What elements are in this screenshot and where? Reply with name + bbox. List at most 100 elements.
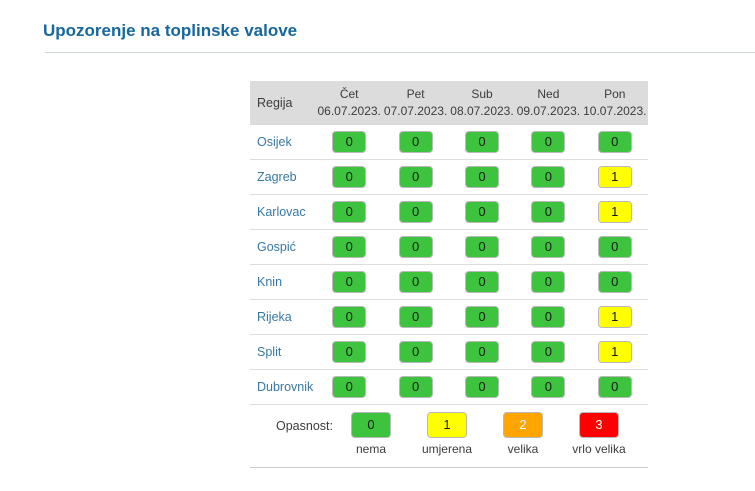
day-date: 07.07.2023.	[383, 104, 448, 118]
warning-level-cell: 0	[515, 236, 581, 258]
warning-level-badge: 0	[398, 236, 433, 258]
warning-level-cell: 0	[316, 271, 382, 293]
warning-level-cell: 0	[449, 271, 515, 293]
region-link[interactable]: Gospić	[257, 240, 296, 254]
warning-level-badge: 0	[398, 376, 433, 398]
warning-level-cell: 0	[316, 341, 382, 363]
warning-level-cell: 0	[449, 376, 515, 398]
warning-level-cell: 0	[515, 201, 581, 223]
warning-level-cell: 0	[582, 376, 648, 398]
warning-level-badge: 0	[464, 306, 499, 328]
region-link[interactable]: Dubrovnik	[257, 380, 314, 394]
day-name: Pon	[604, 86, 626, 101]
table-row: Rijeka 0 0 0 0 1	[250, 300, 648, 335]
region-link[interactable]: Zagreb	[257, 170, 297, 184]
region-cell: Knin	[250, 273, 316, 291]
warning-level-cell: 0	[515, 341, 581, 363]
region-cell: Karlovac	[250, 203, 316, 221]
warning-level-badge: 0	[332, 166, 367, 188]
region-link[interactable]: Knin	[257, 275, 283, 289]
warning-level-cell: 0	[515, 166, 581, 188]
column-header-day: Pet 07.07.2023.	[382, 86, 448, 121]
warning-level-badge: 0	[332, 341, 367, 363]
region-cell: Zagreb	[250, 168, 316, 186]
warning-level-badge: 0	[398, 166, 433, 188]
warning-level-cell: 0	[382, 201, 448, 223]
warning-level-badge: 0	[531, 131, 566, 153]
warning-level-cell: 0	[316, 201, 382, 223]
warning-level-badge: 0	[464, 201, 499, 223]
warning-level-cell: 0	[449, 131, 515, 153]
warning-level-badge: 0	[332, 306, 367, 328]
warning-level-badge: 0	[464, 341, 499, 363]
legend-level-name: nema	[355, 442, 386, 456]
warning-level-cell: 0	[515, 131, 581, 153]
column-header-region: Regija	[257, 96, 293, 110]
warning-level-cell: 1	[582, 341, 648, 363]
warning-level-badge: 0	[332, 201, 367, 223]
warning-level-cell: 0	[449, 201, 515, 223]
warning-level-cell: 0	[316, 236, 382, 258]
warning-level-badge: 0	[332, 131, 367, 153]
day-date: 09.07.2023.	[516, 104, 581, 118]
region-link[interactable]: Split	[257, 345, 282, 359]
title-divider	[45, 52, 755, 53]
legend-label: Opasnost:	[276, 419, 333, 433]
page-title: Upozorenje na toplinske valove	[43, 21, 298, 40]
day-date: 06.07.2023.	[317, 104, 381, 118]
warning-level-cell: 0	[382, 341, 448, 363]
warning-level-badge: 0	[531, 376, 566, 398]
region-link[interactable]: Rijeka	[257, 310, 292, 324]
table-row: Zagreb 0 0 0 0 1	[250, 160, 648, 195]
legend-item: 3 vrlo velika	[561, 412, 637, 456]
warning-level-cell: 0	[382, 131, 448, 153]
legend-level-badge: 2	[502, 412, 543, 438]
warning-level-badge: 0	[398, 201, 433, 223]
warning-level-badge: 0	[398, 131, 433, 153]
table-row: Karlovac 0 0 0 0 1	[250, 195, 648, 230]
warning-level-cell: 0	[515, 271, 581, 293]
table-row: Dubrovnik 0 0 0 0 0	[250, 370, 648, 405]
warning-level-cell: 0	[316, 166, 382, 188]
column-header-day: Sub 08.07.2023.	[449, 86, 515, 121]
table-row: Knin 0 0 0 0 0	[250, 265, 648, 300]
legend-level-name: umjerena	[421, 442, 472, 456]
warning-level-badge: 0	[398, 341, 433, 363]
column-header-day: Pon 10.07.2023.	[582, 86, 648, 121]
warning-level-badge: 0	[531, 271, 566, 293]
warning-level-cell: 0	[316, 376, 382, 398]
warning-level-cell: 0	[449, 341, 515, 363]
legend-level-badge: 0	[350, 412, 391, 438]
warning-level-badge: 1	[597, 306, 632, 328]
warning-level-cell: 0	[382, 306, 448, 328]
region-cell: Gospić	[250, 238, 316, 256]
table-row: Osijek 0 0 0 0 0	[250, 125, 648, 160]
warning-level-badge: 0	[597, 376, 632, 398]
legend-item: 1 umjerena	[409, 412, 485, 456]
table-row: Split 0 0 0 0 1	[250, 335, 648, 370]
warning-level-cell: 0	[316, 131, 382, 153]
warning-level-cell: 0	[582, 271, 648, 293]
warning-level-badge: 0	[597, 271, 632, 293]
warning-level-cell: 0	[515, 306, 581, 328]
warning-level-badge: 0	[531, 236, 566, 258]
warning-level-badge: 0	[597, 131, 632, 153]
legend-level-badge: 1	[426, 412, 467, 438]
warning-level-badge: 0	[597, 236, 632, 258]
warning-level-cell: 0	[515, 376, 581, 398]
region-cell: Rijeka	[250, 308, 316, 326]
warning-level-cell: 0	[382, 166, 448, 188]
legend-level-name: velika	[507, 442, 539, 456]
region-link[interactable]: Karlovac	[257, 205, 306, 219]
warning-level-badge: 0	[531, 306, 566, 328]
table-row: Gospić 0 0 0 0 0	[250, 230, 648, 265]
table-header-row: Regija Čet 06.07.2023. Pet 07.07.2023. Sub 08…	[250, 81, 648, 125]
table-body: Osijek 0 0 0 0 0 Zagreb 0 0 0 0 1 Karlovac 0 0 0 0 1 Gospi…	[250, 125, 648, 405]
warning-level-badge: 0	[332, 236, 367, 258]
warning-level-badge: 0	[464, 236, 499, 258]
warning-level-badge: 1	[597, 201, 632, 223]
region-link[interactable]: Osijek	[257, 135, 292, 149]
warning-level-cell: 0	[449, 306, 515, 328]
day-name: Čet	[339, 86, 359, 101]
legend-item: 2 velika	[485, 412, 561, 456]
